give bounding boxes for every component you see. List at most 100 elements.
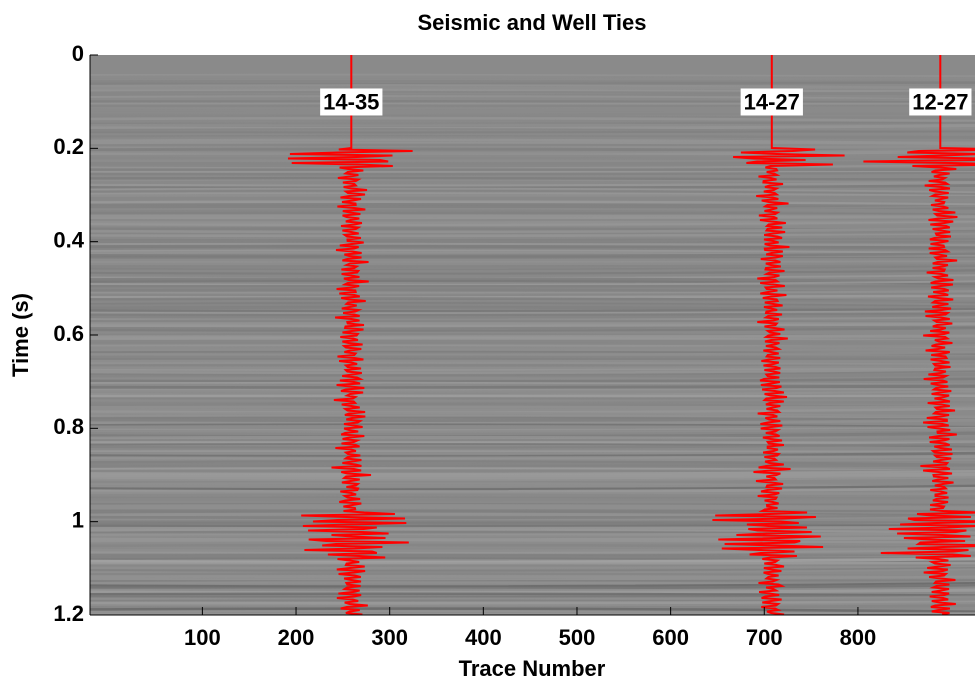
seismic-texture (90, 230, 975, 235)
seismic-texture (90, 334, 975, 339)
seismic-texture (90, 280, 975, 286)
y-tick-label: 0.2 (53, 134, 84, 159)
seismic-texture (90, 184, 975, 189)
seismic-texture (90, 500, 975, 504)
y-tick-label: 0 (72, 41, 84, 66)
seismic-texture (90, 575, 975, 581)
seismic-texture (90, 348, 975, 352)
seismic-texture (90, 322, 975, 328)
seismic-texture (90, 600, 975, 605)
seismic-texture (90, 209, 975, 216)
seismic-texture (90, 310, 975, 315)
seismic-texture (90, 525, 975, 530)
seismic-texture (90, 532, 975, 537)
seismic-texture (90, 479, 975, 484)
seismic-texture (90, 329, 975, 335)
seismic-texture (90, 86, 975, 90)
seismic-texture (90, 200, 975, 207)
well-trace (712, 55, 845, 615)
seismic-texture (90, 579, 975, 583)
seismic-texture (90, 121, 975, 125)
seismic-texture (90, 504, 975, 510)
seismic-texture (90, 469, 975, 476)
seismic-texture (90, 115, 975, 119)
y-tick-label: 0.4 (53, 227, 84, 252)
seismic-texture (90, 106, 975, 110)
seismic-texture (90, 215, 975, 220)
well-label-box (320, 88, 383, 116)
seismic-texture (90, 106, 975, 113)
well-label-box (909, 88, 972, 116)
seismic-texture (90, 397, 975, 403)
seismic-texture (90, 141, 975, 145)
seismic-texture (90, 451, 975, 458)
seismic-texture (90, 156, 975, 162)
seismic-texture (90, 176, 975, 181)
seismic-texture (90, 528, 975, 534)
seismic-texture (90, 476, 975, 482)
seismic-texture (90, 350, 975, 357)
well-trace (287, 55, 413, 615)
seismic-texture (90, 595, 975, 601)
seismic-texture (90, 307, 975, 312)
seismic-texture (90, 89, 975, 93)
seismic-texture (90, 247, 975, 251)
seismic-texture (90, 104, 975, 108)
seismic-texture (90, 233, 975, 238)
x-tick-label: 800 (840, 625, 877, 650)
seismic-texture (90, 383, 975, 387)
seismic-texture (90, 482, 975, 489)
seismic-texture (90, 405, 975, 412)
well-label: 12-27 (912, 89, 968, 114)
seismic-texture (90, 100, 975, 104)
seismic-texture (90, 472, 975, 478)
seismic-texture (90, 179, 975, 183)
seismic-texture (90, 192, 975, 197)
seismic-texture (90, 220, 975, 227)
chart-title: Seismic and Well Ties (417, 10, 646, 35)
seismic-texture (90, 388, 975, 391)
seismic-texture (90, 326, 975, 333)
seismic-texture (90, 343, 975, 350)
seismic-texture (90, 227, 975, 234)
seismic-texture (90, 181, 975, 188)
seismic-texture (90, 493, 975, 499)
seismic-texture (90, 426, 975, 431)
seismic-texture (90, 502, 975, 506)
seismic-texture (90, 437, 975, 442)
seismic-texture (90, 173, 975, 178)
x-tick-label: 200 (278, 625, 315, 650)
seismic-texture (90, 319, 975, 325)
seismic-texture (90, 81, 975, 86)
seismic-texture (90, 536, 975, 542)
well-label: 14-35 (323, 89, 379, 114)
seismic-texture (90, 491, 975, 496)
seismic-texture (90, 234, 975, 240)
seismic-texture (90, 553, 975, 557)
seismic-texture (90, 612, 975, 615)
seismic-texture (90, 594, 975, 598)
seismic-texture (90, 112, 975, 117)
seismic-texture (90, 260, 975, 264)
seismic-texture (90, 312, 975, 317)
seismic-texture (90, 132, 975, 136)
seismic-texture (90, 73, 975, 78)
seismic-texture (90, 198, 975, 205)
seismic-texture (90, 257, 975, 262)
seismic-texture (90, 290, 975, 295)
seismic-texture (90, 154, 975, 160)
seismic-texture (90, 116, 975, 123)
seismic-texture (90, 367, 975, 372)
seismic-texture (90, 549, 975, 555)
seismic-texture (90, 384, 975, 390)
seismic-texture (90, 370, 975, 377)
seismic-texture (90, 361, 975, 366)
seismic-texture (90, 442, 975, 449)
seismic-texture (90, 463, 975, 469)
seismic-texture (90, 423, 975, 428)
seismic-texture (90, 136, 975, 144)
x-axis-label: Trace Number (459, 656, 606, 681)
x-tick-label: 700 (746, 625, 783, 650)
seismic-texture (90, 304, 975, 310)
